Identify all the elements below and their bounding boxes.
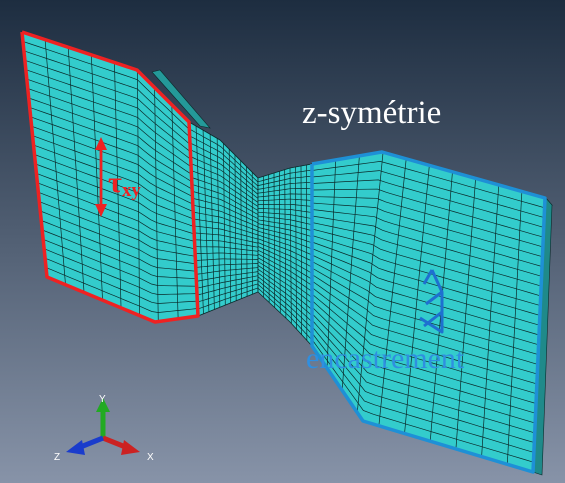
mesh-grid <box>21 31 546 473</box>
left-panel-thickness <box>151 69 211 129</box>
z-axis-label: Z <box>54 452 60 463</box>
symmetry-label: z-symétrie <box>302 95 441 131</box>
shear-load-boundary <box>20 30 200 324</box>
fixed-boundary <box>310 150 547 474</box>
fixed-support-icon <box>419 269 444 334</box>
left-transition-mesh <box>188 121 259 317</box>
shear-stress-label: τxy <box>108 166 141 201</box>
shear-arrow <box>95 137 107 217</box>
y-axis-label: Y <box>99 394 106 405</box>
right-wing-mesh <box>311 151 546 473</box>
axis-triad: Y X Z <box>54 394 154 463</box>
right-transition-mesh <box>257 163 313 348</box>
fixed-support-label: encastrement <box>306 342 465 375</box>
x-axis-label: X <box>147 452 154 463</box>
